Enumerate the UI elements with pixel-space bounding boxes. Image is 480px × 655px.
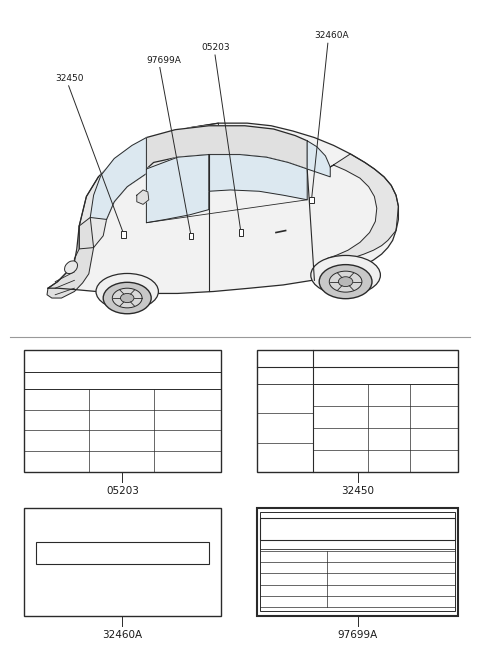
Ellipse shape — [103, 282, 151, 314]
Polygon shape — [307, 141, 330, 177]
Text: 97699A: 97699A — [146, 56, 181, 65]
Polygon shape — [146, 126, 307, 169]
Text: 05203: 05203 — [202, 43, 230, 52]
Ellipse shape — [96, 274, 158, 310]
Polygon shape — [48, 123, 398, 293]
FancyBboxPatch shape — [24, 350, 221, 472]
Bar — [260, 519, 455, 540]
Polygon shape — [209, 155, 307, 200]
Polygon shape — [146, 155, 209, 223]
Polygon shape — [137, 190, 149, 204]
Text: 32460A: 32460A — [314, 31, 349, 41]
Bar — [36, 542, 209, 564]
Bar — [309, 196, 314, 203]
Polygon shape — [79, 123, 218, 249]
FancyBboxPatch shape — [257, 350, 458, 472]
FancyBboxPatch shape — [260, 512, 455, 611]
FancyBboxPatch shape — [257, 508, 458, 616]
Text: 97699A: 97699A — [337, 630, 378, 640]
Ellipse shape — [120, 293, 134, 303]
FancyBboxPatch shape — [24, 508, 221, 616]
Text: 32460A: 32460A — [102, 630, 143, 640]
Text: 32450: 32450 — [55, 74, 84, 83]
Bar — [121, 231, 126, 238]
Polygon shape — [90, 138, 146, 219]
Ellipse shape — [311, 255, 380, 295]
Bar — [189, 233, 193, 239]
Bar — [239, 229, 243, 236]
Ellipse shape — [338, 276, 353, 287]
Ellipse shape — [112, 288, 142, 308]
Text: 05203: 05203 — [106, 486, 139, 496]
Ellipse shape — [329, 271, 362, 292]
Ellipse shape — [64, 261, 78, 274]
Text: 32450: 32450 — [341, 486, 374, 496]
Polygon shape — [47, 217, 94, 298]
Polygon shape — [326, 154, 398, 269]
Ellipse shape — [319, 265, 372, 299]
